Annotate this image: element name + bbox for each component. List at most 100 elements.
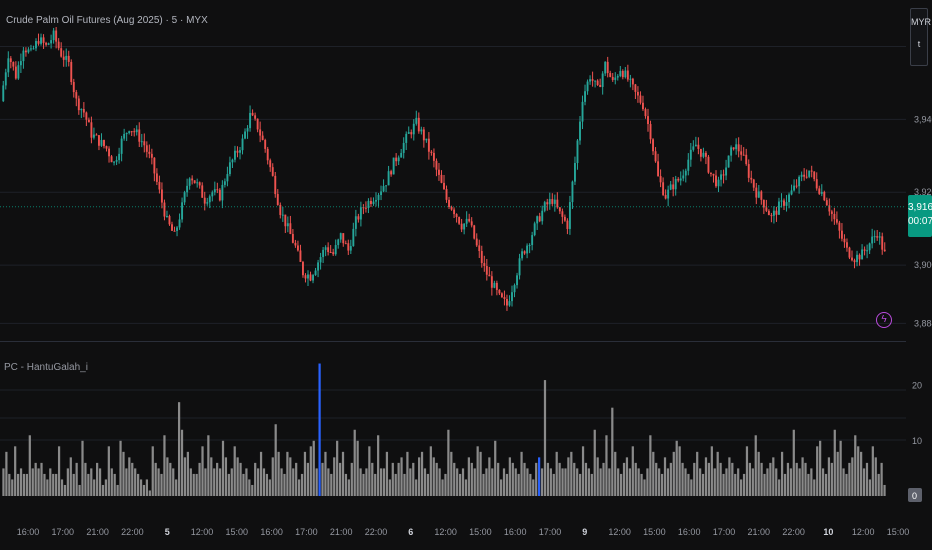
candle-body xyxy=(760,191,763,200)
candle-body xyxy=(495,282,498,290)
candle-body xyxy=(778,201,780,215)
candle-body xyxy=(390,171,393,175)
candle-body xyxy=(276,194,279,205)
volume-bar xyxy=(467,457,470,496)
volume-bar xyxy=(690,479,693,496)
candle-body xyxy=(878,236,881,238)
volume-bar xyxy=(382,468,386,496)
volume-bar xyxy=(145,479,149,496)
volume-bar xyxy=(113,473,116,496)
candle-body xyxy=(105,146,108,149)
candle-body xyxy=(725,167,728,176)
volume-bar xyxy=(672,451,675,496)
volume-bar xyxy=(49,468,52,496)
candle-body xyxy=(289,223,292,234)
candle-body xyxy=(861,249,864,260)
volume-bar xyxy=(655,462,658,496)
volume-bar xyxy=(798,468,801,496)
volume-bar xyxy=(684,468,687,496)
candle-body xyxy=(150,153,153,158)
candle-body xyxy=(400,152,403,158)
volume-bar xyxy=(8,473,11,496)
candle-body xyxy=(12,61,15,67)
candle-body xyxy=(198,182,201,186)
candle-body xyxy=(528,245,531,247)
volume-bar xyxy=(772,457,775,496)
volume-bar xyxy=(37,468,40,496)
candle-body xyxy=(775,210,778,215)
candle-body xyxy=(133,131,136,133)
candle-body xyxy=(319,257,322,263)
symbol-title[interactable]: Crude Palm Oil Futures (Aug 2025) · 5 · … xyxy=(6,15,208,26)
volume-bar xyxy=(497,462,500,496)
candle-body xyxy=(375,200,377,202)
candle-body xyxy=(22,50,25,62)
candle-body xyxy=(7,58,10,73)
volume-bar xyxy=(52,473,55,496)
candle-body xyxy=(307,274,309,279)
lightning-icon[interactable]: ϟ xyxy=(876,312,892,328)
candle-body xyxy=(652,139,654,152)
candle-body xyxy=(284,214,287,227)
volume-bar xyxy=(453,462,456,496)
volume-bar xyxy=(350,462,353,496)
volume-bar xyxy=(827,457,831,496)
volume-bar xyxy=(552,473,555,496)
volume-bar xyxy=(221,440,225,496)
volume-bar xyxy=(101,484,105,496)
volume-bar xyxy=(46,479,49,496)
candle-body xyxy=(526,245,529,254)
volume-bar xyxy=(780,451,784,496)
candle-body xyxy=(138,129,141,142)
candle-body xyxy=(110,156,113,163)
candle-body xyxy=(634,84,637,92)
candle-body xyxy=(500,293,503,298)
volume-bar xyxy=(660,473,664,496)
candle-body xyxy=(475,238,478,246)
currency-selector[interactable]: MYR t xyxy=(910,8,931,66)
candle-body xyxy=(324,247,327,250)
volume-bar xyxy=(701,473,705,496)
candle-body xyxy=(380,191,382,195)
volume-bar xyxy=(789,468,792,496)
candle-body xyxy=(445,189,448,200)
candle-body xyxy=(851,257,853,261)
candle-body xyxy=(692,146,695,150)
candle-body xyxy=(455,214,458,218)
candle-body xyxy=(551,199,554,204)
volume-bar xyxy=(450,451,453,496)
volume-bar xyxy=(362,473,365,496)
candle-body xyxy=(312,275,314,281)
indicator-title[interactable]: PC - HantuGalah_i xyxy=(4,362,88,373)
candle-body xyxy=(538,216,541,222)
candle-body xyxy=(344,243,347,245)
candle-body xyxy=(853,260,856,263)
time-axis: 16:00 17:00 21:00 22:00 5 12:00 15:00 16:00 17:0… xyxy=(17,527,910,537)
candle-body xyxy=(591,79,594,81)
candle-body xyxy=(715,175,717,187)
candle-body xyxy=(876,236,879,238)
candle-body xyxy=(803,174,806,177)
volume-bar xyxy=(769,462,772,496)
volume-bar xyxy=(289,457,292,496)
candle-body xyxy=(40,37,42,44)
volume-bars xyxy=(2,363,886,496)
candle-body xyxy=(793,185,796,191)
volume-bar xyxy=(704,457,708,496)
candle-body xyxy=(27,49,30,53)
candle-body xyxy=(392,157,395,175)
candle-body xyxy=(480,251,483,264)
candle-body xyxy=(103,140,105,147)
volume-bar xyxy=(687,473,690,496)
candle-body xyxy=(642,102,644,110)
candle-body xyxy=(453,209,456,215)
volume-bar xyxy=(862,468,866,496)
volume-bar xyxy=(330,473,333,496)
candle-body xyxy=(100,140,103,146)
volume-bar xyxy=(816,446,819,496)
volume-bar xyxy=(347,479,350,496)
volume-bar xyxy=(371,462,374,496)
volume-bar xyxy=(78,484,81,496)
currency-label: MYR xyxy=(911,17,931,27)
